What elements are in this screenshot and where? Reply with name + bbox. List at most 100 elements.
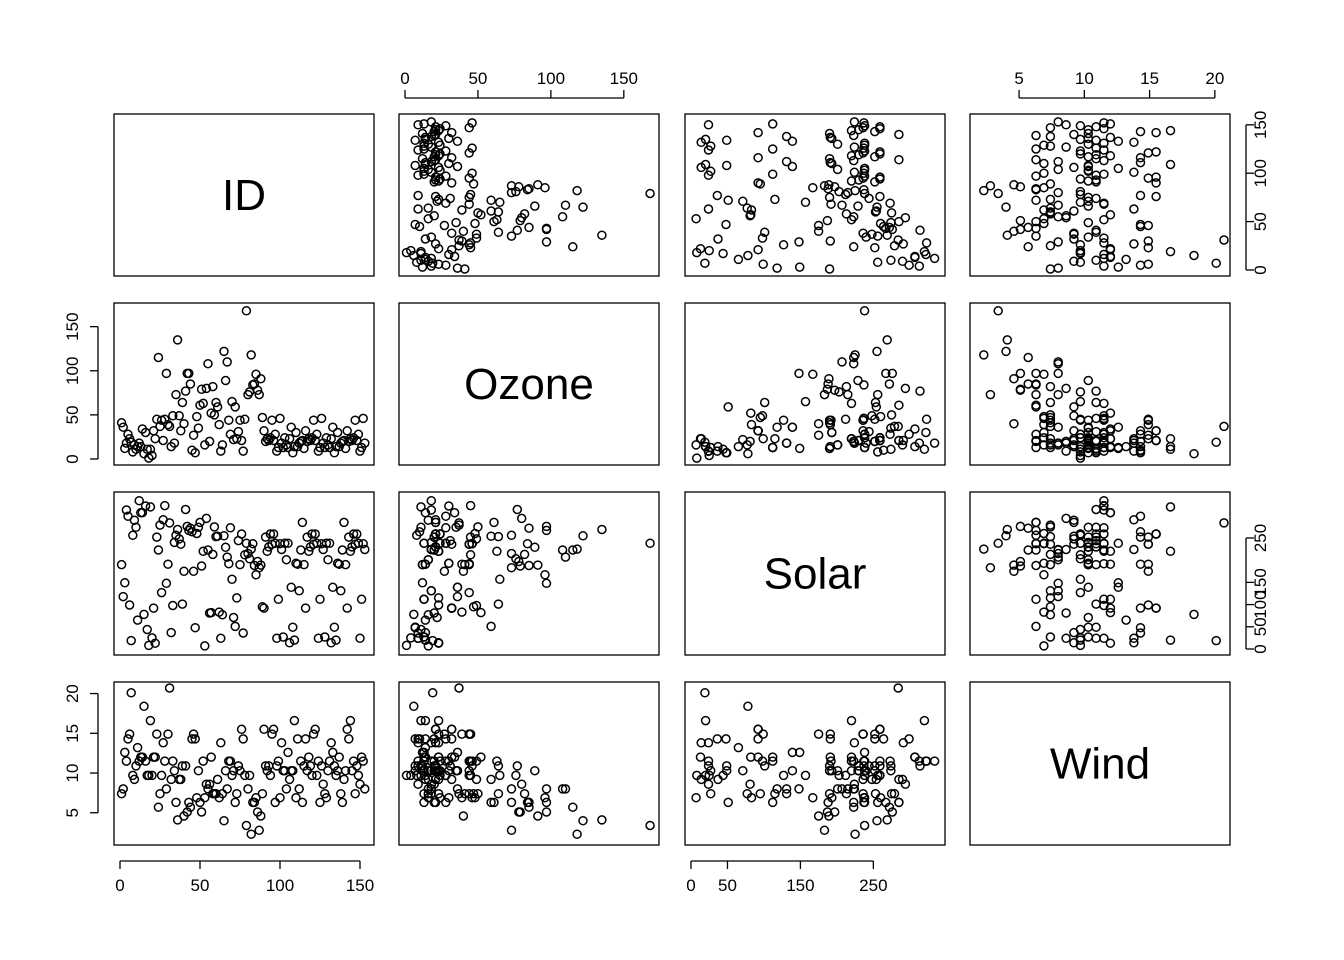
data-point	[858, 729, 868, 739]
data-point	[929, 253, 940, 264]
data-point	[134, 495, 144, 506]
data-point	[1015, 561, 1026, 571]
panel-frame	[398, 113, 660, 277]
data-point	[872, 815, 882, 826]
data-point	[597, 524, 607, 535]
data-point	[467, 118, 477, 128]
panel-wind-vs-solar	[684, 681, 946, 846]
data-point	[859, 433, 870, 443]
panel-frame	[969, 681, 1231, 846]
data-point	[921, 238, 932, 248]
data-point	[900, 212, 911, 223]
data-point	[1053, 368, 1063, 379]
data-point	[560, 552, 571, 562]
data-point	[161, 784, 172, 794]
data-point	[297, 517, 308, 528]
data-point	[1135, 446, 1146, 456]
data-point	[1083, 422, 1094, 432]
data-point	[886, 765, 896, 776]
data-point	[1001, 202, 1011, 212]
data-point	[430, 761, 441, 771]
data-point	[267, 415, 277, 425]
data-point	[228, 612, 239, 623]
data-point	[464, 756, 474, 766]
data-point	[1083, 124, 1094, 135]
data-point	[152, 729, 162, 739]
data-point	[1099, 495, 1109, 506]
data-point	[331, 635, 341, 645]
data-point	[823, 379, 833, 389]
data-point	[235, 765, 245, 776]
data-point	[1069, 129, 1079, 140]
data-point	[198, 546, 208, 557]
data-point	[541, 807, 552, 817]
data-point	[467, 756, 477, 766]
data-point	[541, 223, 552, 234]
data-point	[224, 558, 234, 569]
data-point	[337, 797, 348, 808]
data-point	[800, 770, 811, 781]
data-point	[1053, 438, 1063, 448]
data-point	[1135, 426, 1146, 436]
data-point	[244, 770, 255, 781]
data-point	[794, 262, 805, 272]
data-point	[1099, 413, 1109, 424]
data-point	[878, 221, 889, 232]
data-point	[360, 544, 370, 555]
data-point	[1143, 566, 1154, 577]
data-point	[832, 164, 843, 175]
data-point	[281, 784, 292, 794]
data-point	[1009, 418, 1019, 429]
data-point	[858, 228, 868, 238]
data-point	[1083, 192, 1094, 203]
data-point	[712, 190, 723, 201]
data-point	[540, 792, 550, 803]
data-point	[360, 438, 370, 448]
data-point	[819, 389, 830, 400]
data-point	[118, 591, 128, 602]
data-point	[446, 244, 457, 255]
data-point	[230, 621, 240, 632]
data-point	[1023, 523, 1033, 533]
data-point	[1135, 622, 1146, 633]
data-point	[188, 430, 199, 440]
data-point	[985, 562, 996, 573]
data-point	[145, 502, 156, 512]
data-point	[1083, 196, 1094, 207]
data-point	[176, 539, 186, 549]
data-point	[230, 797, 240, 808]
data-point	[219, 815, 229, 826]
data-point	[355, 633, 365, 644]
data-point	[358, 756, 368, 766]
data-point	[416, 715, 426, 726]
data-point	[212, 774, 223, 785]
data-point	[578, 531, 588, 541]
data-point	[824, 761, 835, 771]
data-point	[1069, 206, 1079, 216]
data-point	[1143, 415, 1154, 425]
data-point	[1045, 241, 1056, 251]
data-point	[164, 421, 175, 432]
data-point	[832, 784, 843, 794]
data-point	[179, 418, 189, 429]
data-point	[172, 335, 183, 345]
data-point	[753, 426, 763, 436]
data-point	[691, 440, 701, 450]
data-point	[155, 788, 165, 799]
data-point	[522, 184, 533, 195]
data-point	[1165, 159, 1176, 170]
data-point	[1143, 220, 1154, 231]
data-point	[1129, 167, 1139, 178]
data-point	[217, 610, 228, 620]
data-point	[1075, 574, 1086, 585]
data-point	[1083, 165, 1094, 176]
data-point	[837, 357, 847, 367]
data-point	[894, 435, 904, 446]
data-point	[441, 770, 451, 781]
data-point	[265, 529, 276, 539]
data-point	[859, 188, 870, 199]
data-point	[875, 435, 885, 446]
panel-frame	[684, 302, 946, 466]
data-point	[283, 442, 293, 453]
